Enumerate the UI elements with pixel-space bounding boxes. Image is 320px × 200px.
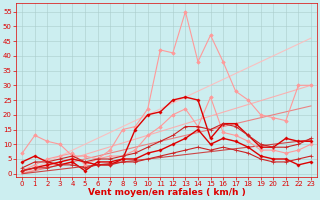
X-axis label: Vent moyen/en rafales ( km/h ): Vent moyen/en rafales ( km/h ) [88,188,245,197]
